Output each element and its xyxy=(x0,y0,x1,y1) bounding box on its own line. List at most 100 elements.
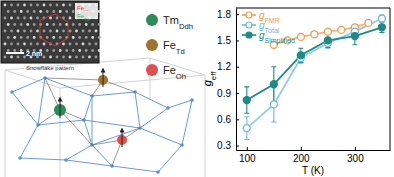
lattice-dot xyxy=(69,30,72,33)
data-point xyxy=(243,97,250,104)
spin-arrow xyxy=(103,70,104,87)
inset-label: FeTd xyxy=(77,13,90,22)
lattice-dot xyxy=(10,56,13,59)
legend-marker xyxy=(246,12,252,18)
y-tick-mark xyxy=(236,93,239,94)
oxygen-site xyxy=(190,98,194,102)
y-axis-title: geff xyxy=(201,71,218,86)
y-tick-label: 0.3 xyxy=(217,140,231,151)
error-bar xyxy=(379,15,384,22)
error-bar xyxy=(244,87,249,113)
lattice-dot xyxy=(7,23,10,26)
frame-right xyxy=(390,8,391,150)
lattice-dot xyxy=(52,49,55,52)
lattice-dot xyxy=(75,43,78,46)
text-subscript: Td xyxy=(84,16,90,21)
lattice-dot xyxy=(69,56,72,59)
x-axis-title: T (K) xyxy=(302,165,324,176)
legend-label: TmDdh xyxy=(163,14,193,31)
lattice-dot xyxy=(72,36,75,39)
legend: gFMRgTotalgSimplified xyxy=(242,10,295,45)
lattice-dot xyxy=(95,43,98,46)
legend-swatch xyxy=(146,39,158,51)
lattice-dot xyxy=(65,10,68,13)
x-tick: 300 xyxy=(347,147,364,164)
y-tick-label: 0.9 xyxy=(217,88,231,99)
y-tick-mark xyxy=(236,146,239,147)
y-tick-mark xyxy=(236,67,239,68)
y-tick: 1.5 xyxy=(217,35,239,46)
lattice-dot xyxy=(88,56,91,59)
data-point xyxy=(297,52,304,59)
lattice-dot xyxy=(75,56,78,59)
scale-bar-label: 2 nm xyxy=(26,50,42,57)
text-subscript: Oh xyxy=(176,72,186,81)
lattice-dot xyxy=(91,36,94,39)
lattice-dot xyxy=(98,10,101,13)
lattice-dot xyxy=(4,43,7,46)
spin-arrow xyxy=(60,99,61,118)
atom-bond xyxy=(103,80,135,92)
lattice-dot xyxy=(33,23,36,26)
lattice-dot xyxy=(30,17,33,20)
error-bar xyxy=(298,48,303,62)
lattice-dot xyxy=(26,23,29,26)
micrograph: FeOhFeTd2 nmSnowflake pattern xyxy=(1,1,101,71)
lattice-dot xyxy=(52,23,55,26)
x-tick: 200 xyxy=(293,147,310,164)
data-point xyxy=(365,19,372,26)
error-bar xyxy=(352,27,357,45)
atom-bond xyxy=(45,78,103,80)
lattice-dot xyxy=(78,36,81,39)
text-subscript: eff xyxy=(209,71,218,80)
lattice-dot xyxy=(23,30,26,33)
text-subscript: FMR xyxy=(265,16,280,23)
legend-label: FeTd xyxy=(163,39,185,56)
error-bar xyxy=(298,53,303,64)
lattice-dot xyxy=(88,30,91,33)
lattice-dot xyxy=(59,49,62,52)
lattice-dot xyxy=(26,36,29,39)
lattice-dot xyxy=(10,4,13,7)
lattice-dot xyxy=(4,56,7,59)
lattice-dot xyxy=(56,17,59,20)
cell-edge xyxy=(205,75,206,177)
bond xyxy=(84,120,92,145)
plot-area xyxy=(243,15,385,139)
data-point xyxy=(324,28,331,35)
lattice-dot xyxy=(43,4,46,7)
lattice-dot xyxy=(7,49,10,52)
lattice-dot xyxy=(82,56,85,59)
text-subscript: Simplified xyxy=(265,36,295,44)
y-tick-label: 1.5 xyxy=(217,35,231,46)
y-axis-line xyxy=(236,9,237,151)
oxygen-site xyxy=(10,90,14,94)
lattice-dot xyxy=(30,30,33,33)
lattice-dot xyxy=(17,56,20,59)
y-tick: 1.2 xyxy=(217,61,239,72)
lattice-dot xyxy=(85,49,88,52)
lattice-dot xyxy=(10,17,13,20)
data-point xyxy=(270,101,277,108)
data-point xyxy=(324,37,331,44)
bond xyxy=(158,145,182,172)
data-point xyxy=(351,33,358,40)
diagram: TmDdhFeTdFeOhFeOhFeTd2 nmSnowflake patte… xyxy=(1,1,205,177)
lattice-dot xyxy=(95,56,98,59)
data-point xyxy=(378,24,385,31)
y-tick-mark xyxy=(236,14,239,15)
lattice-dot xyxy=(46,49,49,52)
lattice-dot xyxy=(69,17,72,20)
x-tick-label: 100 xyxy=(239,153,256,164)
lattice-dot xyxy=(39,10,42,13)
lattice-dot xyxy=(13,23,16,26)
lattice-dot xyxy=(85,23,88,26)
figure: TmDdhFeTdFeOhFeOhFeTd2 nmSnowflake patte… xyxy=(0,0,394,177)
lattice-dot xyxy=(17,30,20,33)
lattice-dot xyxy=(13,10,16,13)
lattice-dot xyxy=(36,4,39,7)
lattice-dot xyxy=(20,49,23,52)
text-subscript: Ddh xyxy=(179,22,193,31)
y-axis: 0.30.60.91.21.51.8 xyxy=(217,9,239,152)
scale-bar xyxy=(6,52,24,54)
